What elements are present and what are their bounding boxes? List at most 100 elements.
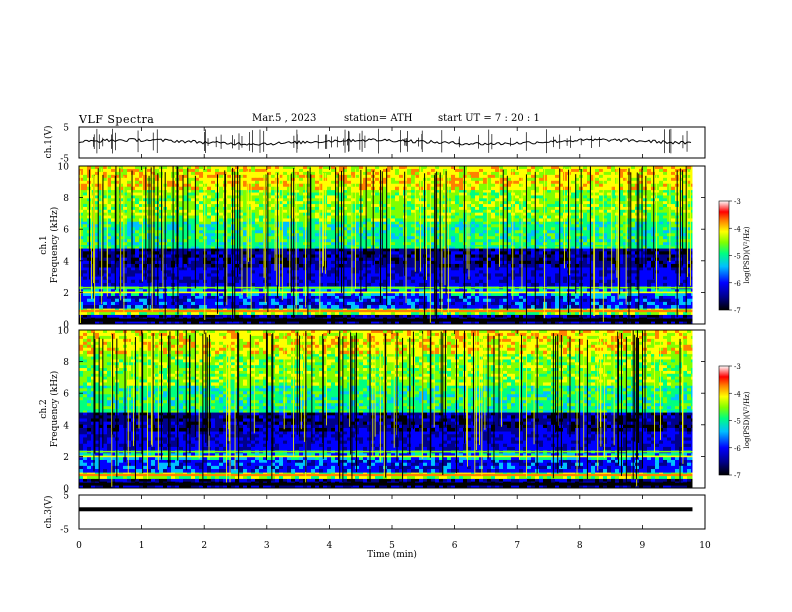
spectrogram-cell [663,221,668,225]
spectrogram-cell [619,282,624,287]
spectrogram-cell [399,251,404,255]
spectrogram-cell [183,314,188,319]
spectrogram-cell [463,295,468,300]
spectrogram-cell [135,282,140,287]
spectrogram-cell [327,260,332,265]
spectrogram-cell [375,298,380,303]
spectrogram-cell [587,276,592,281]
spectrogram-cell [279,257,284,262]
spectrogram-cell [403,289,408,293]
spectrogram-cell [279,279,284,284]
spectrogram-cell [167,273,172,277]
spectrogram-cell [515,305,520,309]
spectrogram-cell [231,311,236,315]
spectrogram-cell [395,314,400,319]
spectrogram-cell [635,320,640,325]
spectrogram-cell [195,270,200,274]
spectrogram-cell [591,295,596,300]
spectrogram-cell [179,254,184,259]
spectrogram-cell [395,248,400,252]
spectrogram-cell [127,282,132,287]
spectrogram-cell [175,305,180,309]
spectrogram-cell [663,239,668,243]
spectrogram-cell [615,320,620,325]
spectrogram-cell [251,221,256,225]
spectrogram-cell [503,254,508,259]
spectrogram-cell [283,263,288,268]
spectrogram-cell [591,298,596,303]
spectrogram-cell [603,227,608,231]
spectrogram-cell [207,267,212,271]
spectrogram-cell [455,227,460,231]
spectrogram-cell [679,298,684,303]
spectrogram-cell [423,276,428,281]
spectrogram-cell [451,279,456,284]
spectrogram-cell [99,257,104,262]
spectrogram-cell [207,320,212,325]
spectrogram-cell [471,248,476,252]
spectrogram-cell [591,267,596,271]
spectrogram-cell [587,305,592,309]
spectrogram-cell [479,221,484,225]
spectrogram-cell [203,314,208,319]
spectrogram-cell [447,263,452,268]
spectrogram-cell [295,267,300,271]
spectrogram-cell [303,289,308,293]
spectrogram-cell [507,305,512,309]
spectrogram-cell [127,221,132,225]
spectrogram-cell [623,279,628,284]
spectrogram-cell [95,295,100,300]
spectrogram-cell [111,227,116,231]
spectrogram-cell [307,292,312,296]
spectrogram-cell [595,289,600,293]
spectrogram-cell [351,273,356,277]
spectrogram-cell [623,233,628,237]
spectrogram-cell [139,282,144,287]
spectrogram-cell [187,245,192,249]
spectrogram-cell [639,224,644,228]
spectrogram-cell [499,320,504,325]
spectrogram-cell [611,320,616,325]
spectrogram-cell [567,233,572,237]
spectrogram-cell [191,239,196,243]
spectrogram-cell [139,230,144,234]
spectrogram-cell [247,257,252,262]
spectrogram-cell [251,248,256,252]
spectrogram-cell [271,276,276,281]
spectrogram-cell [607,305,612,309]
spectrogram-cell [527,224,532,228]
spectrogram-cell [103,301,108,306]
spectrogram-cell [335,289,340,293]
spectrogram-cell [671,233,676,237]
spectrogram-cell [671,227,676,231]
spectrogram-cell [315,227,320,231]
spectrogram-cell [631,301,636,306]
spectrogram-cell [391,279,396,284]
spectrogram-cell [239,295,244,300]
spectrogram-cell [531,301,536,306]
spectrogram-cell [83,239,88,243]
spectrogram-cell [179,221,184,225]
spectrogram-cell [575,298,580,303]
spectrogram-cell [475,320,480,325]
spectrogram-cell [399,273,404,277]
spectrogram-cell [343,270,348,274]
spectrogram-cell [367,276,372,281]
spectrogram-cell [139,260,144,265]
spectrogram-cell [607,236,612,240]
spectrogram-cell [311,233,316,237]
spectrogram-cell [111,311,116,315]
spectrogram-cell [107,301,112,306]
spectrogram-cell [643,233,648,237]
spectrogram-cell [483,301,488,306]
spectrogram-cell [187,273,192,277]
spectrogram-cell [279,263,284,268]
spectrogram-cell [507,320,512,325]
spectrogram-cell [211,254,216,259]
spectrogram-cell [647,227,652,231]
spectrogram-cell [303,257,308,262]
spectrogram-cell [307,257,312,262]
spectrogram-cell [639,295,644,300]
spectrogram-cell [219,270,224,274]
spectrogram-cell [151,320,156,325]
